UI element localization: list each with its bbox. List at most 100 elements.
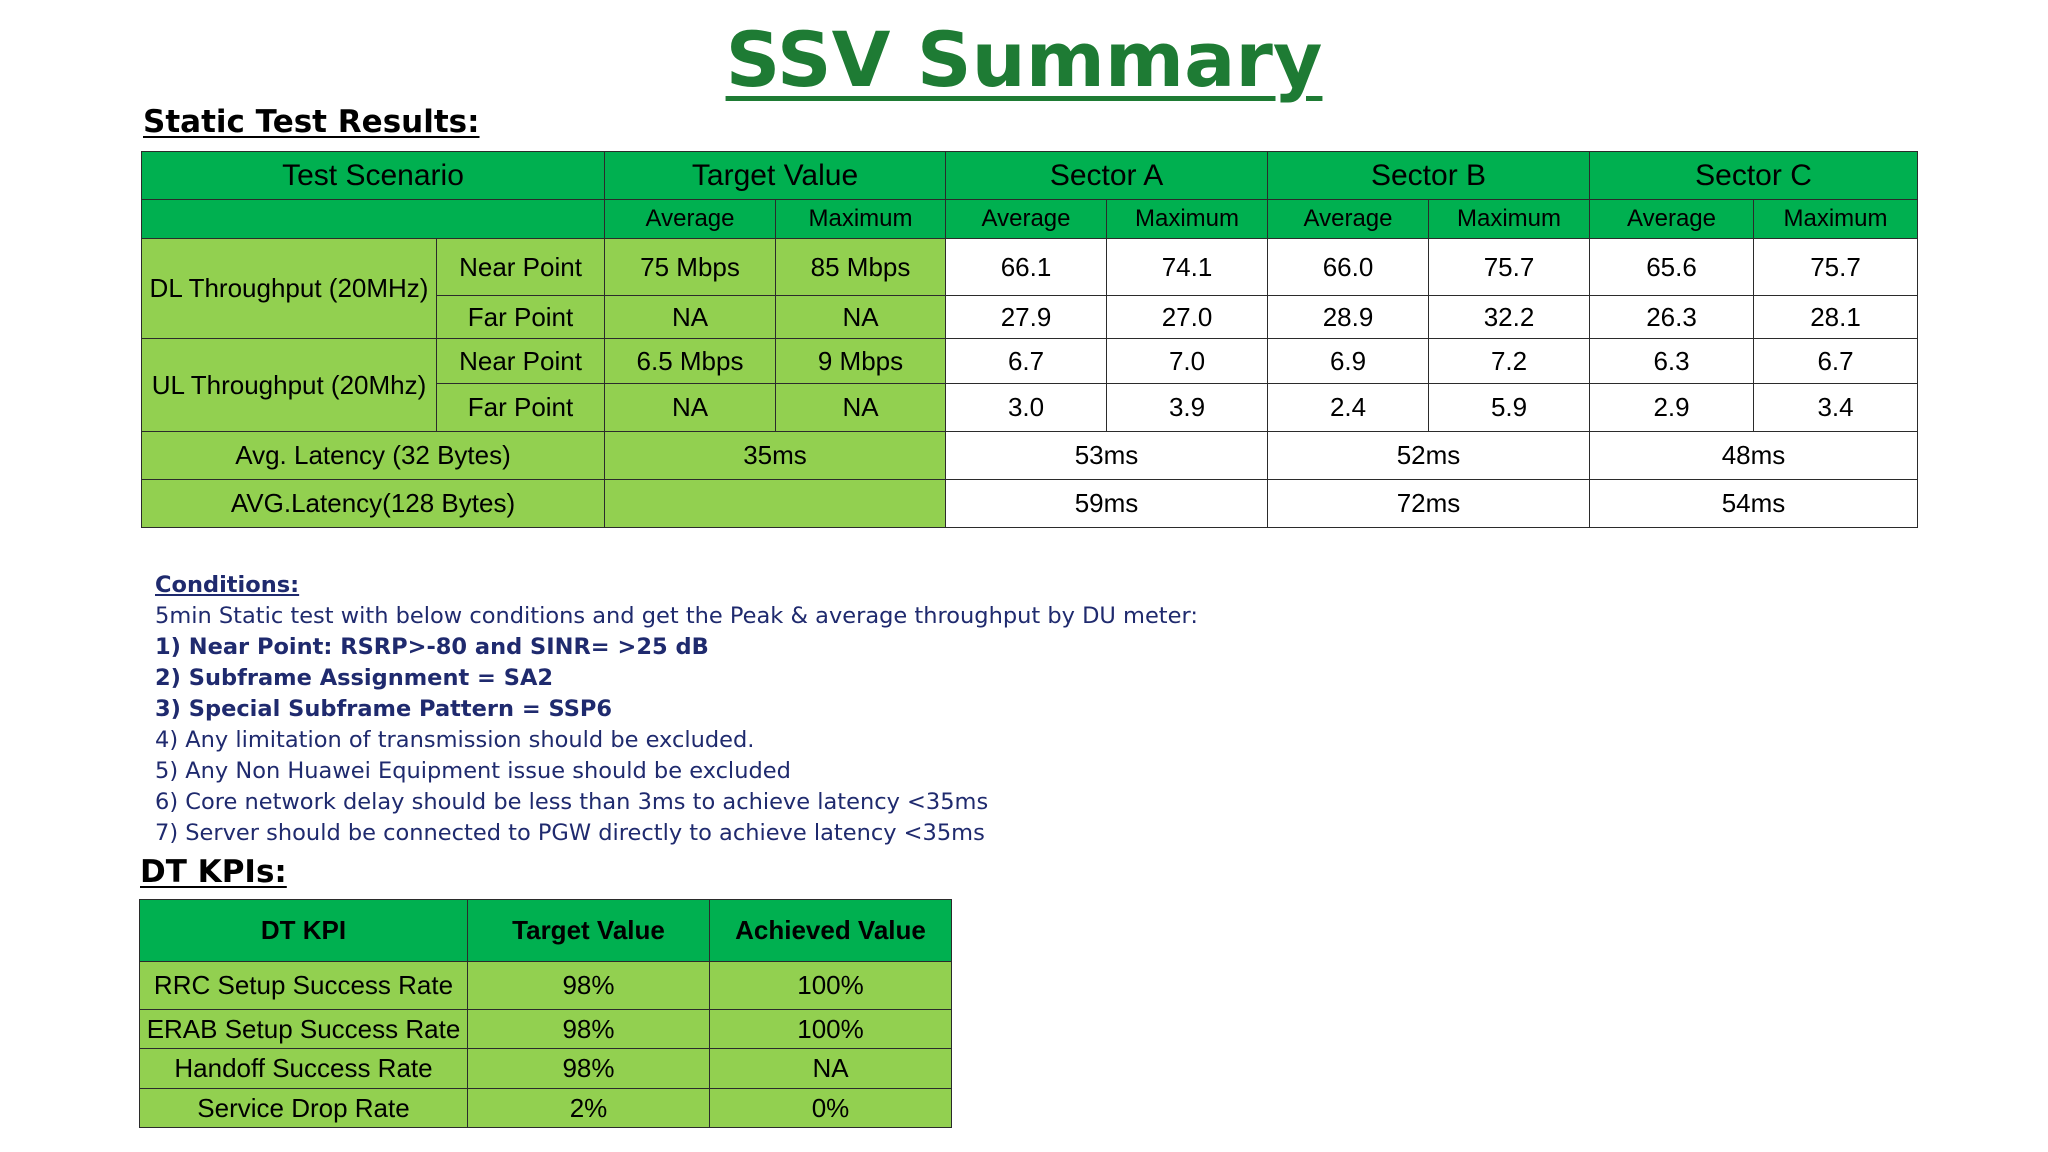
static-test-table: Test Scenario Target Value Sector A Sect… (140, 151, 1919, 528)
ul-far-b-maximum: 5.9 (1428, 383, 1591, 432)
ul-far-target-average: NA (604, 383, 777, 432)
dt-kpi-achieved: NA (709, 1048, 952, 1089)
header-row: Test Scenario Target Value Sector A Sect… (140, 151, 1919, 200)
condition-item: 1) Near Point: RSRP>-80 and SINR= >25 dB (155, 634, 709, 660)
ul-far-target-maximum: NA (775, 383, 947, 432)
latency128-label: AVG.Latency(128 Bytes) (140, 479, 606, 528)
subheader-target-average: Average (604, 199, 777, 239)
ul-far-b-average: 2.4 (1267, 383, 1430, 432)
header-target-value: Target Value (604, 151, 947, 200)
subheader-target-maximum: Maximum (775, 199, 947, 239)
ul-far-point-label: Far Point (435, 383, 606, 432)
latency32-sector-a: 53ms (945, 431, 1269, 480)
conditions-label: Conditions: (155, 572, 300, 598)
table-row: AVG.Latency(128 Bytes) 59ms 72ms 54ms (140, 479, 1919, 528)
latency32-sector-b: 52ms (1267, 431, 1591, 480)
latency32-label: Avg. Latency (32 Bytes) (140, 431, 606, 480)
ul-near-point-label: Near Point (435, 338, 606, 384)
dt-kpis-heading: DT KPIs: (140, 854, 287, 890)
header-sector-a: Sector A (945, 151, 1269, 200)
header-sector-b: Sector B (1267, 151, 1591, 200)
dl-near-target-average: 75 Mbps (604, 238, 777, 296)
ul-near-a-maximum: 7.0 (1106, 338, 1269, 384)
condition-item: 6) Core network delay should be less tha… (155, 789, 989, 815)
table-row: Far Point NA NA 27.9 27.0 28.9 32.2 26.3… (142, 295, 1919, 339)
dl-near-point-label: Near Point (435, 238, 606, 296)
subheader-c-average: Average (1589, 199, 1755, 239)
subheader-a-maximum: Maximum (1106, 199, 1269, 239)
dt-kpi-name: Handoff Success Rate (139, 1048, 468, 1089)
dt-kpi-name: RRC Setup Success Rate (139, 961, 468, 1010)
latency32-target: 35ms (604, 431, 947, 480)
table-row: ERAB Setup Success Rate 98% 100% (139, 1009, 952, 1049)
ul-near-target-maximum: 9 Mbps (775, 338, 947, 384)
ul-throughput-label: UL Throughput (20Mhz) (141, 338, 437, 432)
dl-far-a-average: 27.9 (945, 295, 1108, 339)
dl-far-c-average: 26.3 (1589, 295, 1755, 339)
dl-near-target-maximum: 85 Mbps (775, 238, 947, 296)
dl-far-point-label: Far Point (435, 295, 606, 339)
dt-header-achieved: Achieved Value (709, 899, 952, 962)
latency128-sector-b: 72ms (1267, 479, 1591, 528)
table-row: DL Throughput (20MHz) Near Point 75 Mbps… (141, 238, 1919, 339)
dl-near-b-average: 66.0 (1267, 238, 1430, 296)
subheader-b-maximum: Maximum (1428, 199, 1591, 239)
ul-near-b-maximum: 7.2 (1428, 338, 1591, 384)
condition-item: 5) Any Non Huawei Equipment issue should… (155, 758, 791, 784)
subheader-b-average: Average (1267, 199, 1430, 239)
dt-kpi-table: DT KPI Target Value Achieved Value RRC S… (139, 899, 952, 1128)
page-title: SSV Summary (0, 12, 2048, 108)
dt-kpi-name: ERAB Setup Success Rate (139, 1009, 468, 1049)
dl-near-a-maximum: 74.1 (1106, 238, 1269, 296)
condition-item: 3) Special Subframe Pattern = SSP6 (155, 696, 613, 722)
latency128-target (604, 479, 947, 528)
dl-throughput-label: DL Throughput (20MHz) (141, 238, 437, 339)
table-row: Avg. Latency (32 Bytes) 35ms 53ms 52ms 4… (140, 431, 1919, 480)
page-title-text: SSV Summary (725, 15, 1323, 104)
conditions-block: Conditions: 5min Static test with below … (155, 570, 1255, 849)
condition-item: 2) Subframe Assignment = SA2 (155, 665, 554, 691)
subheader-row: Average Maximum Average Maximum Average … (140, 199, 1919, 239)
conditions-intro: 5min Static test with below conditions a… (155, 603, 1198, 629)
latency128-sector-c: 54ms (1589, 479, 1919, 528)
ul-near-target-average: 6.5 Mbps (604, 338, 777, 384)
ul-near-b-average: 6.9 (1267, 338, 1430, 384)
condition-item: 4) Any limitation of transmission should… (155, 727, 755, 753)
dt-kpi-target: 98% (467, 1009, 710, 1049)
ul-near-a-average: 6.7 (945, 338, 1108, 384)
dl-far-target-average: NA (604, 295, 777, 339)
dt-kpi-target: 98% (467, 961, 710, 1010)
condition-item: 7) Server should be connected to PGW dir… (155, 820, 985, 846)
header-test-scenario: Test Scenario (140, 151, 606, 200)
dt-header-kpi: DT KPI (139, 899, 468, 962)
dt-header-target: Target Value (467, 899, 710, 962)
dt-kpi-achieved: 100% (709, 1009, 952, 1049)
dt-kpi-target: 98% (467, 1048, 710, 1089)
static-test-heading: Static Test Results: (143, 104, 480, 140)
table-row: Service Drop Rate 2% 0% (139, 1088, 952, 1128)
dl-near-b-maximum: 75.7 (1428, 238, 1591, 296)
dl-far-b-maximum: 32.2 (1428, 295, 1591, 339)
ul-near-c-average: 6.3 (1589, 338, 1755, 384)
ul-far-a-average: 3.0 (945, 383, 1108, 432)
dl-far-b-average: 28.9 (1267, 295, 1430, 339)
table-row: UL Throughput (20Mhz) Near Point 6.5 Mbp… (141, 338, 1919, 432)
dl-far-c-maximum: 28.1 (1753, 295, 1919, 339)
dt-kpi-target: 2% (467, 1088, 710, 1128)
dt-kpi-achieved: 0% (709, 1088, 952, 1128)
dl-near-c-average: 65.6 (1589, 238, 1755, 296)
ul-far-c-average: 2.9 (1589, 383, 1755, 432)
subheader-c-maximum: Maximum (1753, 199, 1919, 239)
table-row: RRC Setup Success Rate 98% 100% (139, 961, 952, 1010)
dl-far-a-maximum: 27.0 (1106, 295, 1269, 339)
dt-kpi-achieved: 100% (709, 961, 952, 1010)
ul-near-c-maximum: 6.7 (1753, 338, 1919, 384)
dt-kpi-name: Service Drop Rate (139, 1088, 468, 1128)
latency32-sector-c: 48ms (1589, 431, 1919, 480)
dt-header-row: DT KPI Target Value Achieved Value (139, 899, 952, 962)
ul-far-c-maximum: 3.4 (1753, 383, 1919, 432)
subheader-a-average: Average (945, 199, 1108, 239)
ul-far-a-maximum: 3.9 (1106, 383, 1269, 432)
latency128-sector-a: 59ms (945, 479, 1269, 528)
table-row: Handoff Success Rate 98% NA (139, 1048, 952, 1089)
